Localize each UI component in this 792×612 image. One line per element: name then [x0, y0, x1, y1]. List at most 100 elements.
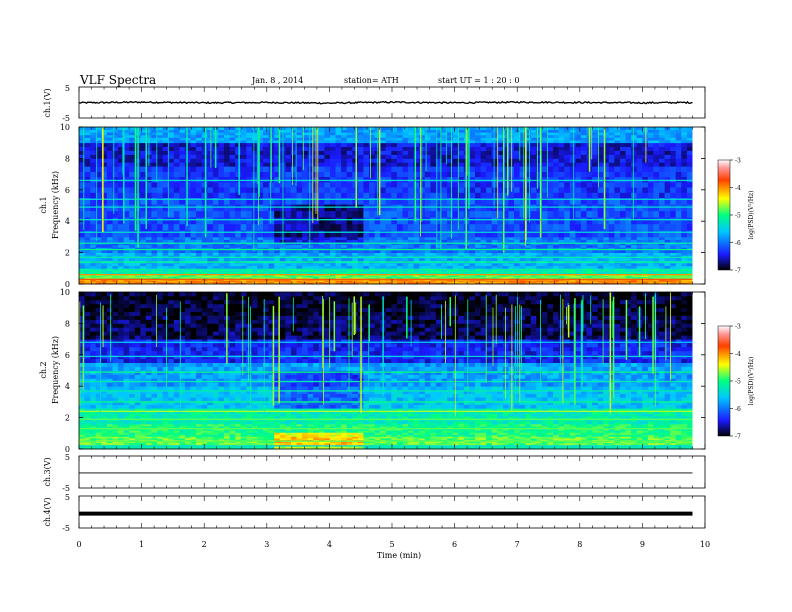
spectrogram-cell — [296, 244, 303, 248]
spectrogram-cell — [396, 268, 403, 270]
spectrogram-cell — [290, 239, 297, 243]
spectrogram-cell — [514, 268, 520, 270]
spectrogram-cell — [631, 276, 638, 279]
spectrogram-cell — [341, 217, 348, 225]
spectrogram-cell — [475, 223, 481, 231]
spectrogram-cell — [101, 272, 108, 274]
spectrogram-cell — [101, 197, 108, 205]
spectrogram-cell — [480, 192, 487, 198]
spectrogram-cell — [95, 275, 102, 277]
spectrogram-cell — [257, 171, 264, 178]
spectrogram-cell — [631, 280, 638, 282]
spectrogram-cell — [396, 210, 403, 218]
spectrogram-cell — [240, 280, 247, 282]
spectrogram-cell — [402, 257, 409, 261]
spectrogram-cell — [218, 210, 225, 218]
spectrogram-cell — [441, 276, 448, 278]
spectrogram-cell — [670, 280, 677, 282]
spectrogram-cell — [257, 223, 264, 231]
spectrogram-cell — [664, 230, 671, 238]
spectrogram-cell — [592, 282, 599, 284]
spectrogram-cell — [90, 263, 97, 267]
spectrogram-cell — [608, 282, 615, 284]
spectrogram-cell — [558, 276, 565, 278]
spectrogram-cell — [447, 236, 454, 240]
spectrogram-cell — [274, 154, 281, 159]
spectrogram-cell — [413, 154, 420, 159]
spectrogram-cell — [207, 270, 214, 272]
spectrogram-cell — [547, 239, 554, 243]
spectrogram-cell — [681, 275, 688, 277]
spectrogram-cell — [541, 255, 548, 259]
spectrogram-cell — [653, 230, 660, 238]
spectrogram-cell — [569, 158, 576, 163]
spectrogram-cell — [84, 197, 91, 205]
spectrogram-cell — [246, 272, 253, 274]
spectrogram-cell — [519, 154, 526, 159]
spectrogram-cell — [151, 275, 158, 277]
spectrogram-cell — [469, 276, 476, 279]
spectrogram-cell — [140, 265, 147, 269]
spectrogram-cell — [580, 265, 587, 269]
spectrogram-cell — [341, 187, 348, 193]
spectrogram-cell — [79, 210, 85, 218]
spectrogram-cell — [84, 276, 91, 279]
spectrogram-cell — [168, 187, 175, 193]
spectrogram-cell — [190, 223, 197, 231]
spectrogram-cell — [447, 282, 454, 284]
spectrogram-cell — [385, 239, 392, 243]
spectrogram-cell — [118, 236, 124, 240]
spectrogram-cell — [246, 271, 253, 273]
spectrogram-cell — [168, 277, 175, 279]
spectrogram-cell — [670, 263, 677, 267]
spectrogram-cell — [296, 192, 303, 198]
spectrogram-cell — [642, 272, 649, 274]
spectrogram-cell — [235, 265, 242, 269]
spectrogram-cell — [229, 244, 236, 248]
spectrogram-cell — [458, 276, 465, 278]
spectrogram-cell — [402, 217, 409, 225]
spectrogram-cell — [686, 181, 693, 188]
spectrogram-cell — [129, 166, 136, 172]
spectrogram-cell — [157, 280, 164, 282]
spectrogram-cell — [341, 276, 348, 278]
spectrogram-cell — [592, 263, 599, 267]
spectrogram-cell — [541, 192, 548, 198]
spectrogram-cell — [95, 181, 102, 188]
spectrogram-cell — [106, 217, 113, 225]
spectrogram-cell — [296, 154, 303, 159]
spectrogram-cell — [575, 263, 582, 267]
spectrogram-cell — [324, 236, 331, 240]
spectrogram-cell — [369, 158, 375, 163]
spectrogram-cell — [330, 223, 336, 231]
spectrogram-cell — [179, 276, 186, 279]
spectrogram-cell — [330, 263, 336, 267]
spectrogram-cell — [675, 230, 682, 238]
spectrogram-cell — [491, 276, 498, 278]
spectrogram-cell — [251, 265, 258, 269]
spectrogram-cell — [118, 276, 124, 278]
spectrogram-cell — [430, 281, 437, 283]
spectrogram-cell — [185, 187, 191, 193]
spectrogram-cell — [168, 272, 175, 274]
spectrogram-cell — [553, 187, 560, 193]
spectrogram-cell — [185, 252, 191, 256]
spectrogram-cell — [84, 269, 91, 271]
spectrogram-cell — [274, 236, 281, 240]
spectrogram-cell — [419, 210, 426, 218]
spectrogram-cell — [653, 197, 660, 205]
spectrogram-cell — [508, 197, 515, 205]
spectrogram-cell — [279, 244, 286, 248]
spectrogram-cell — [447, 154, 454, 159]
spectrogram-cell — [608, 158, 615, 163]
spectrogram-cell — [101, 150, 108, 155]
spectrogram-cell — [357, 223, 364, 231]
spectrogram-cell — [564, 255, 571, 259]
spectrogram-cell — [497, 255, 504, 259]
spectrogram-cell — [502, 255, 509, 259]
spectrogram-cell — [313, 271, 320, 273]
spectrogram-cell — [402, 277, 409, 279]
spectrogram-cell — [369, 281, 375, 283]
spectrogram-cell — [380, 252, 387, 256]
spectrogram-cell — [413, 176, 420, 183]
